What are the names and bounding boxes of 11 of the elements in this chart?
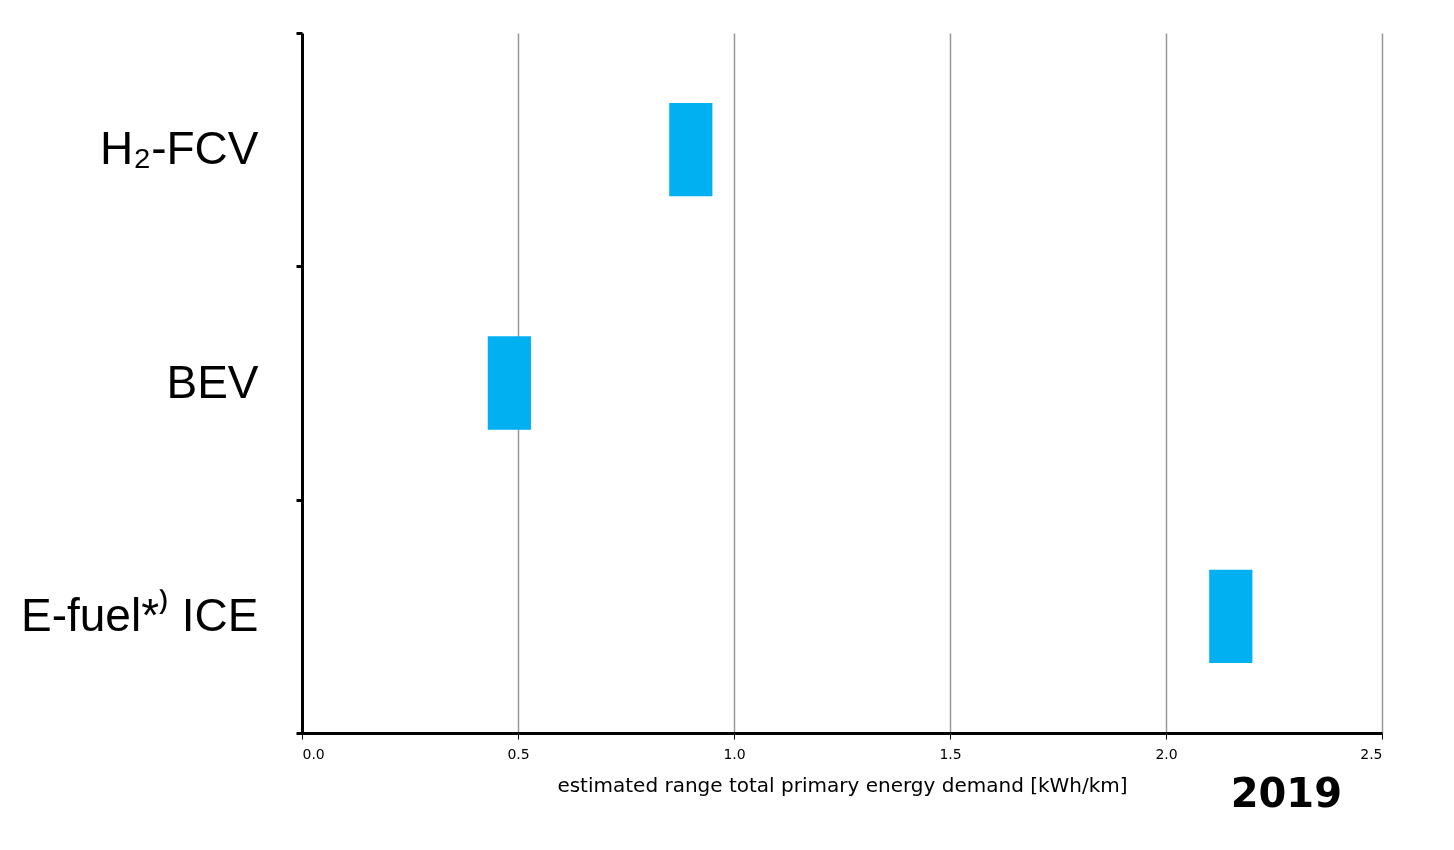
x-tick-label: 1.0 [723,745,746,762]
x-tick-label: 0.0 [302,745,325,762]
y-tick-label: E-fuel*⁾ ICE [20,588,259,641]
x-tick-label: 1.5 [939,745,962,762]
x-tick-label: 0.5 [507,745,530,762]
x-tick-label: 2.0 [1155,745,1178,762]
text: 2019 [1230,770,1342,816]
y-tick-label: BEV [166,355,259,408]
y-tick-label: H₂-FCV [100,122,259,175]
x-axis-title: estimated range total primary energy demand [kWh/km] [557,772,1128,797]
x-tick-label: 2.5 [1360,745,1383,762]
